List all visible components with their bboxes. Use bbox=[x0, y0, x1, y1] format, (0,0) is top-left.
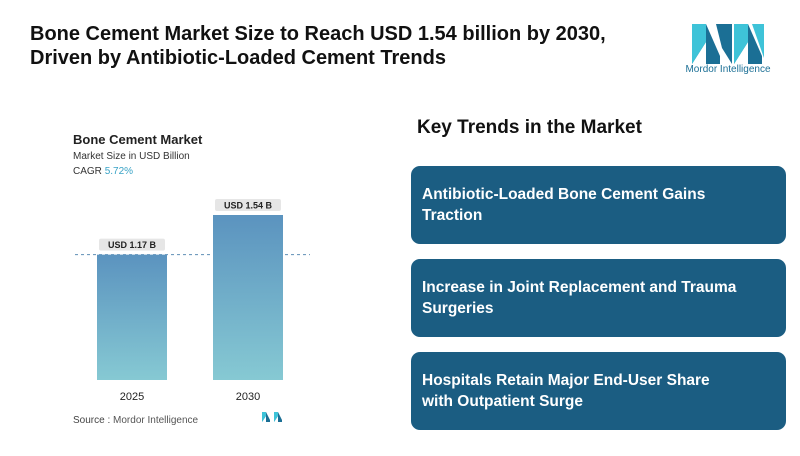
trend-label: Hospitals Retain Major End-User Share wi… bbox=[422, 370, 710, 412]
trend-label-line-1: Antibiotic-Loaded Bone Cement Gains bbox=[422, 186, 706, 203]
source-note: Source : Mordor Intelligence bbox=[73, 415, 198, 426]
headline-line-1: Bone Cement Market Size to Reach USD 1.5… bbox=[30, 23, 606, 45]
data-label: USD 1.17 B bbox=[108, 240, 157, 250]
data-label: USD 1.54 B bbox=[224, 201, 273, 211]
source-label: Source : bbox=[73, 415, 111, 426]
cagr-label: CAGR bbox=[73, 166, 102, 177]
bar-2030 bbox=[213, 215, 283, 380]
trend-card-hospitals: Hospitals Retain Major End-User Share wi… bbox=[411, 352, 786, 430]
trend-card-joint-replacement: Increase in Joint Replacement and Trauma… bbox=[411, 259, 786, 337]
chart-subtitle: Market Size in USD Billion bbox=[73, 151, 190, 162]
data-label-bg bbox=[99, 238, 165, 251]
bar-2025 bbox=[97, 254, 167, 380]
page-title: Bone Cement Market Size to Reach USD 1.5… bbox=[30, 22, 650, 70]
trends-title: Key Trends in the Market bbox=[417, 117, 642, 138]
trend-label-line-1: Increase in Joint Replacement and Trauma bbox=[422, 279, 737, 296]
trend-label-line-1: Hospitals Retain Major End-User Share bbox=[422, 372, 710, 389]
headline-line-2: Driven by Antibiotic-Loaded Cement Trend… bbox=[30, 47, 446, 69]
source-name: Mordor Intelligence bbox=[113, 415, 199, 426]
trend-card-antibiotic: Antibiotic-Loaded Bone Cement Gains Trac… bbox=[411, 166, 786, 244]
chart-title: Bone Cement Market bbox=[73, 132, 203, 147]
x-tick-label: 2025 bbox=[120, 391, 144, 403]
trend-label: Antibiotic-Loaded Bone Cement Gains Trac… bbox=[422, 184, 705, 226]
x-tick-label: 2030 bbox=[236, 391, 260, 403]
trend-label-line-2: Surgeries bbox=[422, 300, 494, 317]
cagr-value: 5.72% bbox=[104, 166, 134, 177]
chart-cagr: CAGR 5.72% bbox=[73, 166, 133, 177]
logo-text: Mordor Intelligence bbox=[685, 64, 771, 75]
trend-label-line-2: Traction bbox=[422, 207, 483, 224]
mordor-intelligence-logo-icon bbox=[692, 24, 764, 64]
trend-label: Increase in Joint Replacement and Trauma… bbox=[422, 277, 736, 319]
data-label-bg bbox=[215, 199, 281, 211]
trend-label-line-2: with Outpatient Surge bbox=[422, 393, 584, 410]
mordor-intelligence-mini-logo-icon bbox=[262, 412, 282, 422]
